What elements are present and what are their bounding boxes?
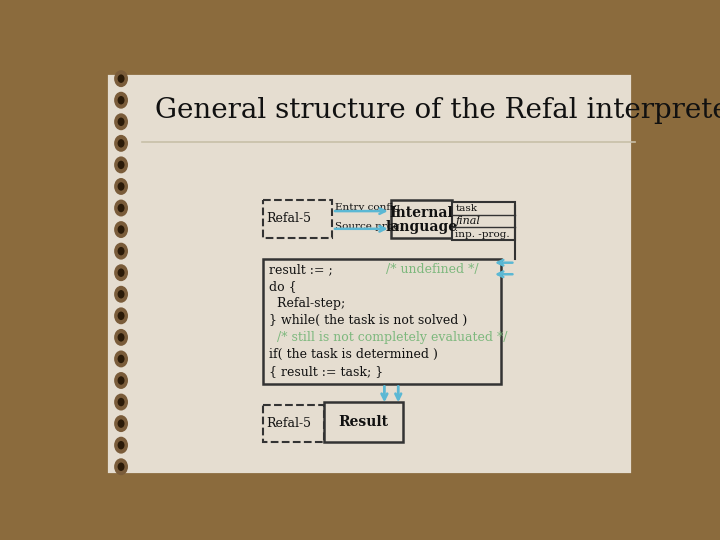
Ellipse shape [114,264,128,281]
Ellipse shape [117,420,125,428]
Ellipse shape [114,113,128,130]
Ellipse shape [117,376,125,384]
Ellipse shape [117,312,125,320]
Text: } while( the task is not solved ): } while( the task is not solved ) [269,314,467,327]
Text: { result := task; }: { result := task; } [269,364,383,378]
Text: language: language [385,219,457,233]
Text: if( the task is determined ): if( the task is determined ) [269,348,438,361]
Ellipse shape [114,178,128,195]
Ellipse shape [117,268,125,277]
Ellipse shape [117,75,125,83]
Ellipse shape [114,350,128,367]
Ellipse shape [117,355,125,363]
FancyBboxPatch shape [390,200,452,238]
Ellipse shape [117,182,125,191]
Ellipse shape [114,200,128,217]
Text: /* undefined */: /* undefined */ [386,263,479,276]
Ellipse shape [114,329,128,346]
Text: Entry config.: Entry config. [335,202,403,212]
Ellipse shape [114,242,128,260]
Text: task: task [455,204,477,213]
Ellipse shape [114,286,128,303]
Ellipse shape [117,118,125,126]
Ellipse shape [117,96,125,104]
Ellipse shape [114,415,128,432]
Ellipse shape [117,441,125,449]
Ellipse shape [114,157,128,173]
Ellipse shape [117,225,125,234]
FancyBboxPatch shape [263,200,332,238]
Text: Source prog.: Source prog. [335,222,403,231]
Text: final: final [455,216,480,226]
Text: General structure of the Refal interpreter: General structure of the Refal interpret… [155,98,720,125]
Ellipse shape [117,247,125,255]
Ellipse shape [114,221,128,238]
FancyBboxPatch shape [324,402,403,442]
Ellipse shape [114,394,128,410]
Ellipse shape [114,458,128,475]
Ellipse shape [117,462,125,471]
Ellipse shape [117,290,125,299]
Text: inp. -prog.: inp. -prog. [455,230,510,239]
Ellipse shape [114,307,128,325]
Ellipse shape [117,204,125,212]
FancyBboxPatch shape [263,259,501,383]
Ellipse shape [117,161,125,169]
FancyBboxPatch shape [452,202,516,240]
Ellipse shape [114,70,128,87]
FancyBboxPatch shape [263,405,324,442]
Text: Refal-5: Refal-5 [266,212,311,225]
Ellipse shape [117,139,125,147]
Text: /* still is not completely evaluated */: /* still is not completely evaluated */ [269,331,508,344]
Text: do {: do { [269,280,297,293]
Ellipse shape [114,437,128,454]
Ellipse shape [117,398,125,406]
Text: result := ;: result := ; [269,263,333,276]
Text: Refal-step;: Refal-step; [269,297,345,310]
Ellipse shape [117,333,125,342]
Text: Result: Result [338,415,389,429]
Ellipse shape [114,92,128,109]
Ellipse shape [114,372,128,389]
Text: Refal-5: Refal-5 [266,417,311,430]
Text: Internal: Internal [390,206,453,220]
Ellipse shape [114,135,128,152]
